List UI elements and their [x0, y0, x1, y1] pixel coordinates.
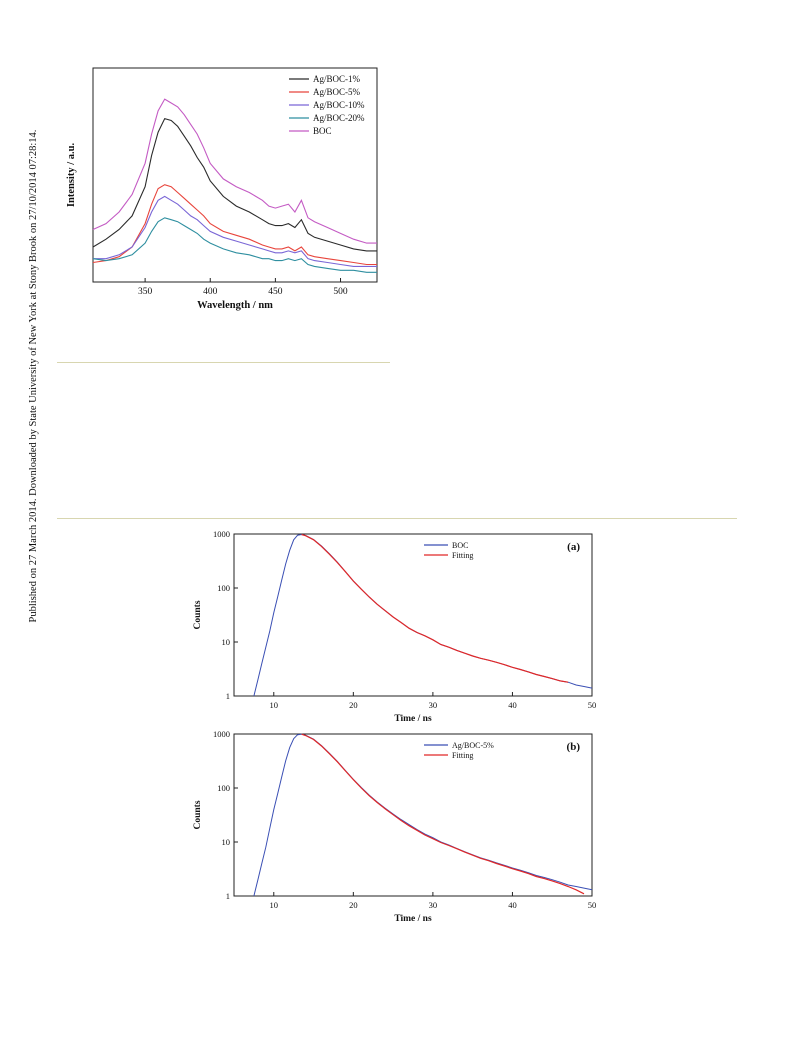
x-axis-label: Time / ns: [394, 914, 432, 924]
section-divider: [57, 362, 390, 363]
series-line-2: [301, 533, 569, 683]
legend-label: Ag/BOC-5%: [313, 87, 361, 97]
x-tick-label: 10: [270, 900, 279, 910]
y-tick-label: 1: [226, 891, 230, 901]
x-axis-label: Time / ns: [394, 714, 432, 724]
legend-label: Ag/BOC-1%: [313, 74, 361, 84]
x-tick-label: 30: [429, 700, 438, 710]
series-line-2: [301, 733, 585, 895]
plot-frame: [233, 733, 593, 897]
y-axis-label: Counts: [193, 600, 203, 629]
y-tick-label: 100: [217, 583, 230, 593]
plot-frame: [233, 533, 593, 697]
panel-label: (a): [567, 541, 580, 553]
x-tick-label: 20: [349, 700, 358, 710]
y-tick-label: 10: [222, 637, 231, 647]
decay-chart-b: 10 20 30 40 50 1 10 100 1000 Time / ns Counts (b) Ag…: [193, 729, 597, 924]
y-tick-label: 1000: [213, 529, 230, 539]
series-line-1: [253, 733, 593, 897]
download-notice-text: Published on 27 March 2014. Downloaded b…: [28, 129, 39, 623]
series-line-5: [92, 98, 377, 244]
x-tick-label: 30: [429, 900, 438, 910]
series-line-1: [253, 533, 593, 697]
legend-label: BOC: [313, 126, 332, 136]
legend-label: Ag/BOC-10%: [313, 100, 365, 110]
series-line-2: [92, 184, 377, 266]
legend-label: BOC: [452, 541, 468, 550]
series-line-3: [93, 195, 377, 267]
legend-label: Ag/BOC-5%: [452, 741, 494, 750]
pl-spectra-chart: 350 400 450 500 Wavelength / nm Intensity / a…: [66, 67, 378, 311]
x-tick-label: 50: [588, 900, 597, 910]
y-tick-label: 10: [222, 837, 231, 847]
y-tick-label: 1: [226, 691, 230, 701]
decay-chart-a: 10 20 30 40 50 1 10 100 1000 Time / ns Counts (a) BO…: [193, 529, 597, 724]
x-tick-label: 50: [588, 700, 597, 710]
x-tick-label: 10: [270, 700, 279, 710]
x-axis-label: Wavelength / nm: [197, 300, 273, 311]
legend-label: Ag/BOC-20%: [313, 113, 365, 123]
series-line-1: [92, 117, 377, 252]
y-tick-label: 1000: [213, 729, 230, 739]
y-tick-label: 100: [217, 783, 230, 793]
x-tick-label: 40: [508, 900, 517, 910]
series-line-4: [92, 217, 377, 273]
x-tick-label: 40: [508, 700, 517, 710]
x-tick-label: 400: [203, 287, 218, 297]
y-axis-label: Intensity / a.u.: [66, 143, 77, 208]
x-tick-label: 450: [268, 287, 283, 297]
download-notice: Published on 27 March 2014. Downloaded b…: [14, 0, 39, 1039]
plot-frame: [92, 67, 378, 283]
legend-label: Fitting: [452, 551, 473, 560]
x-tick-label: 20: [349, 900, 358, 910]
x-tick-label: 350: [138, 287, 153, 297]
x-tick-label: 500: [333, 287, 348, 297]
y-axis-label: Counts: [193, 800, 203, 829]
legend-label: Fitting: [452, 751, 473, 760]
section-divider: [57, 518, 737, 519]
panel-label: (b): [567, 741, 581, 753]
